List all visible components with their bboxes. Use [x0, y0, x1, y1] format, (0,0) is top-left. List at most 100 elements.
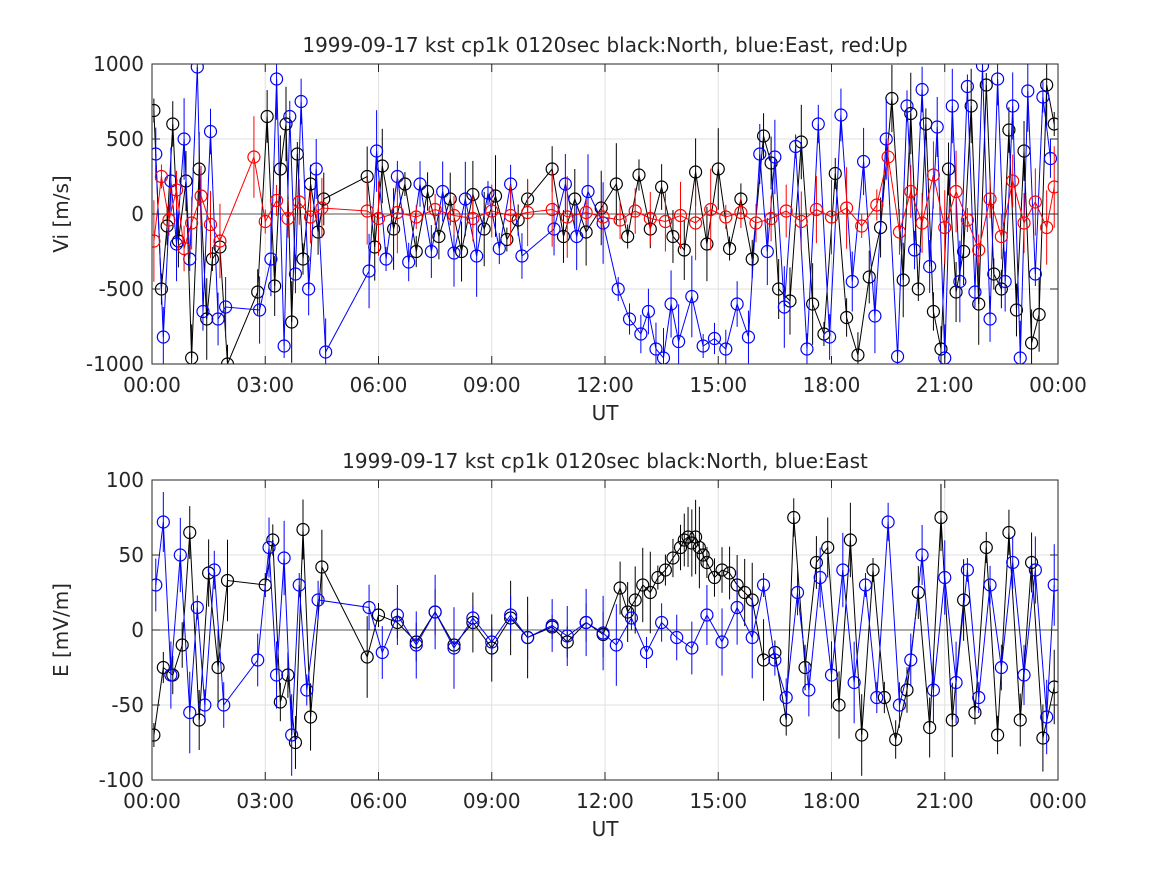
- data-point: [1024, 555, 1039, 570]
- data-point: [870, 198, 884, 212]
- data-point: [296, 252, 310, 266]
- data-point: [938, 570, 952, 585]
- data-point: [990, 72, 1005, 86]
- data-point: [811, 117, 825, 131]
- data-point: [870, 690, 884, 705]
- x-tick-label: 00:00: [1029, 373, 1087, 397]
- data-series: [152, 64, 1058, 364]
- data-point: [515, 249, 529, 263]
- data-point: [900, 683, 914, 697]
- data-point: [704, 202, 718, 217]
- data-point: [152, 578, 163, 592]
- data-point: [634, 327, 648, 341]
- data-point: [964, 99, 978, 113]
- data-point: [926, 168, 941, 182]
- data-point: [375, 645, 389, 660]
- data-point: [700, 608, 714, 622]
- data-point: [734, 205, 748, 220]
- data-point: [719, 342, 733, 356]
- data-point: [707, 331, 722, 346]
- x-tick-label: 06:00: [350, 789, 408, 813]
- data-point: [1021, 84, 1035, 98]
- data-point: [413, 177, 427, 191]
- data-point: [960, 563, 975, 577]
- x-tick-label: 09:00: [463, 789, 521, 813]
- data-point: [315, 560, 329, 574]
- data-point: [649, 342, 663, 356]
- data-point: [409, 638, 423, 652]
- data-point: [156, 660, 170, 675]
- data-point: [700, 555, 714, 570]
- data-point: [183, 525, 197, 540]
- x-axis-label: UT: [592, 817, 620, 841]
- data-point: [998, 274, 1012, 289]
- data-point: [711, 162, 725, 176]
- data-point: [926, 304, 941, 319]
- data-point: [656, 351, 671, 364]
- data-point: [722, 566, 737, 580]
- data-point: [205, 252, 219, 266]
- data-point: [658, 563, 673, 577]
- data-point: [688, 216, 703, 230]
- data-point: [262, 540, 276, 555]
- data-point: [309, 162, 323, 176]
- data-point: [753, 147, 767, 161]
- data-point: [596, 210, 610, 224]
- data-point: [845, 274, 859, 289]
- data-point: [749, 216, 763, 230]
- data-point: [972, 690, 986, 705]
- x-tick-label: 12:00: [576, 373, 634, 397]
- data-point: [738, 585, 752, 600]
- data-point: [923, 720, 937, 735]
- data-point: [949, 184, 963, 199]
- chart-title: 1999-09-17 kst cp1k 0120sec black:North,…: [302, 33, 907, 57]
- data-point: [983, 312, 997, 326]
- data-point: [688, 165, 703, 179]
- data-point: [862, 270, 876, 284]
- data-point: [156, 330, 170, 344]
- data-point: [839, 310, 854, 325]
- data-point: [521, 630, 535, 645]
- data-point: [685, 641, 699, 655]
- data-point: [545, 202, 559, 217]
- data-point: [432, 229, 446, 244]
- data-point: [855, 728, 869, 742]
- data-point: [596, 626, 610, 640]
- data-point: [945, 713, 959, 727]
- y-tick-label: 100: [106, 468, 144, 492]
- data-point: [889, 732, 903, 747]
- data-point: [1043, 151, 1058, 166]
- data-point: [960, 79, 975, 94]
- data-point: [628, 204, 642, 218]
- data-point: [281, 668, 295, 682]
- data-point: [613, 213, 627, 227]
- data-point: [281, 211, 295, 226]
- data-point: [1028, 267, 1042, 281]
- data-point: [402, 255, 416, 269]
- data-point: [673, 540, 688, 555]
- data-point: [994, 282, 1008, 296]
- data-point: [277, 339, 291, 353]
- data-point: [715, 563, 729, 577]
- data-point: [269, 193, 284, 208]
- x-tick-label: 06:00: [350, 373, 408, 397]
- data-point: [983, 578, 997, 592]
- data-point: [213, 234, 227, 248]
- data-point: [624, 611, 639, 625]
- data-point: [1006, 99, 1020, 113]
- data-point: [190, 64, 204, 74]
- data-point: [945, 99, 959, 113]
- data-point: [220, 573, 235, 588]
- data-point: [362, 600, 376, 615]
- data-point: [169, 237, 184, 251]
- chart-title: 1999-09-17 kst cp1k 0120sec black:North,…: [342, 449, 868, 473]
- series-group: [152, 483, 1058, 776]
- data-point: [315, 201, 329, 215]
- series-line: [155, 521, 1055, 736]
- data-point: [756, 578, 771, 592]
- data-point: [1009, 303, 1024, 317]
- data-point: [294, 94, 308, 109]
- electric-field-panel: 00:00 03:00 06:00 09:00 12:00 15:00 18:00 21:00…: [49, 449, 1087, 841]
- data-point: [904, 184, 918, 199]
- data-point: [203, 217, 218, 232]
